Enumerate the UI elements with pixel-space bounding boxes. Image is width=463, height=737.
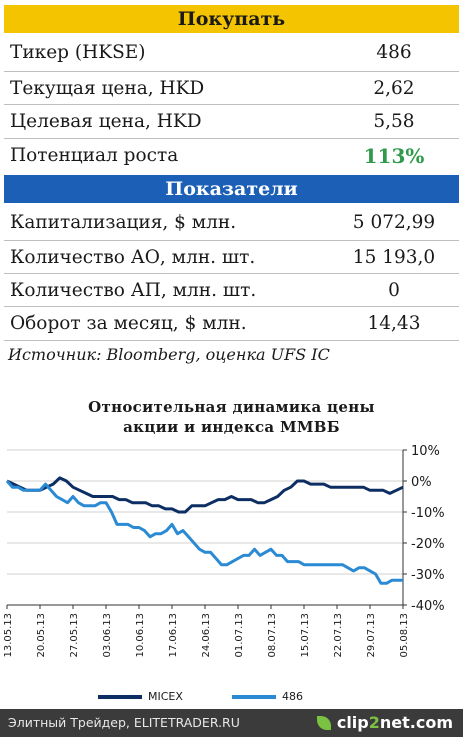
market-cap-label: Капитализация, $ млн. (10, 212, 237, 233)
current-price-label: Текущая цена, HKD (10, 78, 205, 99)
series-line-micex (6, 476, 404, 514)
y-tick-label-2: -10% (411, 506, 445, 521)
current-price-value: 2,62 (373, 78, 415, 99)
common-shares-value: 15 193,0 (352, 247, 436, 268)
legend-item-486: 486 (232, 690, 303, 703)
x-tick-label-5: 17.06.13 (168, 613, 179, 658)
upside-label: Потенциал роста (10, 145, 179, 166)
x-tick-label-10: 22.07.13 (333, 613, 344, 658)
preferred-shares-row: Количество АП, млн. шт. 0 (4, 273, 459, 307)
x-tick-label-1: 20.05.13 (36, 613, 47, 658)
y-tick-label-0: 10% (411, 444, 440, 459)
current-price-row: Текущая цена, HKD 2,62 (4, 71, 459, 105)
upside-value: 113% (363, 143, 425, 168)
indicators-header: Показатели (4, 175, 459, 203)
preferred-shares-label: Количество АП, млн. шт. (10, 280, 257, 301)
preferred-shares-value: 0 (388, 280, 400, 301)
footer-text: Элитный Трейдер, ELITETRADER.RU (8, 715, 240, 730)
footer-bar: Элитный Трейдер, ELITETRADER.RU clip 2 net… (0, 709, 463, 737)
common-shares-label: Количество АО, млн. шт. (10, 247, 256, 268)
target-price-row: Целевая цена, HKD 5,58 (4, 104, 459, 138)
monthly-turnover-row: Оборот за месяц, $ млн. 14,43 (4, 306, 459, 340)
chart-legend: MICEX 486 (0, 690, 463, 708)
common-shares-row: Количество АО, млн. шт. 15 193,0 (4, 240, 459, 274)
x-tick-label-0: 13.05.13 (3, 613, 14, 658)
chart-title: Относительная динамика цены акции и инде… (0, 397, 463, 437)
x-tick-label-3: 03.06.13 (102, 613, 113, 658)
x-tick-label-2: 27.05.13 (69, 613, 80, 658)
x-tick-label-7: 01.07.13 (234, 613, 245, 658)
x-tick-label-8: 08.07.13 (267, 613, 278, 658)
y-tick-label-1: 0% (411, 475, 432, 490)
brand-part-c: net.com (379, 713, 453, 732)
x-tick-label-6: 24.06.13 (201, 613, 212, 658)
x-tick-label-9: 15.07.13 (300, 613, 311, 658)
x-tick-label-4: 10.06.13 (135, 613, 146, 658)
ticker-value: 486 (376, 42, 412, 63)
price-chart: 10% 0% -10% -20% -30% -40% 13.05.13 20.05.13 27.… (3, 444, 445, 658)
upside-row: Потенциал роста 113% (4, 138, 459, 172)
legend-item-micex: MICEX (98, 690, 183, 703)
monthly-turnover-value: 14,43 (367, 313, 421, 334)
brand-part-a: clip (336, 713, 369, 732)
ticker-row: Тикер (HKSE) 486 (4, 36, 459, 69)
target-price-label: Целевая цена, HKD (10, 111, 202, 132)
legend-label-micex: MICEX (148, 690, 183, 703)
series-line-486 (5, 480, 403, 585)
clip2net-logo: clip 2 net.com (316, 713, 453, 732)
chart-title-line-1: Относительная динамика цены (88, 398, 375, 416)
monthly-turnover-label: Оборот за месяц, $ млн. (10, 313, 247, 334)
source-note: Источник: Bloomberg, оценка UFS IC (8, 345, 330, 364)
source-divider (4, 340, 459, 341)
market-cap-value: 5 072,99 (352, 212, 436, 233)
leaf-icon (316, 715, 331, 730)
target-price-value: 5,58 (373, 111, 415, 132)
legend-label-486: 486 (282, 690, 303, 703)
legend-swatch-486 (232, 694, 276, 699)
x-tick-label-11: 29.07.13 (366, 613, 377, 658)
ticker-label: Тикер (HKSE) (10, 42, 146, 63)
brand-part-b: 2 (368, 713, 380, 732)
chart-title-line-2: акции и индекса ММВБ (123, 418, 340, 436)
buy-header: Покупать (4, 5, 459, 33)
y-tick-label-4: -30% (411, 568, 445, 583)
x-tick-label-12: 05.08.13 (399, 613, 410, 658)
y-tick-label-5: -40% (411, 599, 445, 614)
market-cap-row: Капитализация, $ млн. 5 072,99 (4, 206, 459, 239)
legend-swatch-micex (98, 694, 142, 699)
y-tick-label-3: -20% (411, 537, 445, 552)
